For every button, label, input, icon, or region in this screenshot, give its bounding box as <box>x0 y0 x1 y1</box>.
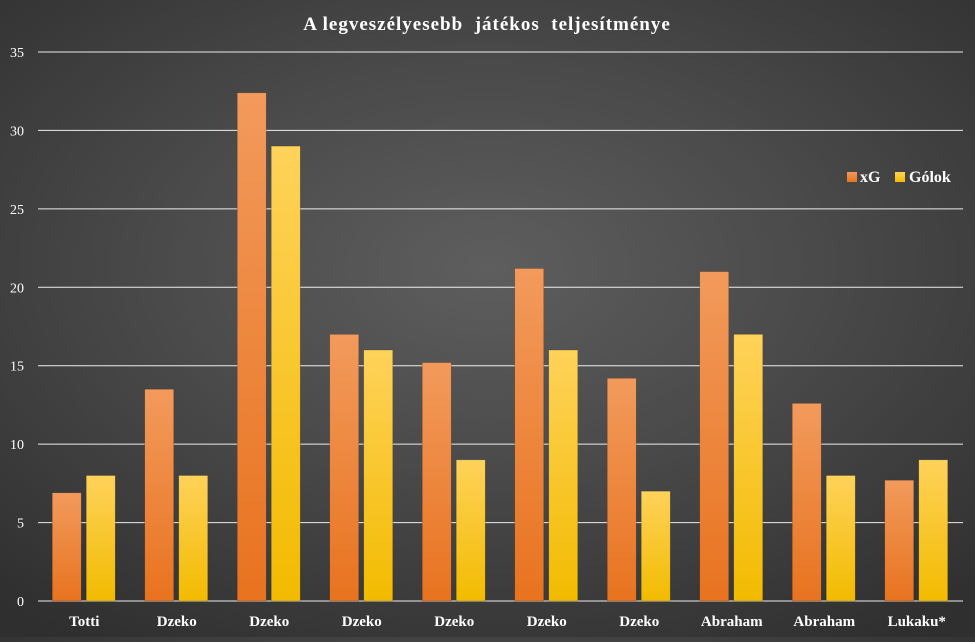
x-tick-label: Dzeko <box>619 614 659 630</box>
y-tick-label: 10 <box>10 438 24 453</box>
gridlines <box>38 51 963 602</box>
bar-xg <box>421 362 452 602</box>
legend-label: Gólok <box>909 169 951 186</box>
bar-golok <box>270 145 301 602</box>
bar-golok <box>455 459 486 602</box>
bar-xg <box>606 377 637 602</box>
bar-xg <box>329 334 360 602</box>
y-tick-label: 0 <box>17 595 24 610</box>
bar-xg <box>791 403 822 602</box>
x-tick-label: Dzeko <box>342 614 382 630</box>
y-tick-label: 25 <box>10 203 24 218</box>
x-tick-label: Dzeko <box>527 614 567 630</box>
bar-xg <box>884 479 915 602</box>
x-tick-label: Dzeko <box>434 614 474 630</box>
x-tick-label: Dzeko <box>249 614 289 630</box>
legend: xG Gólok <box>847 169 951 186</box>
bar-golok <box>178 475 209 602</box>
y-tick-label: 30 <box>10 124 24 139</box>
y-tick-label: 20 <box>10 281 24 296</box>
y-tick-label: 35 <box>10 46 24 61</box>
x-tick-label: Lukaku* <box>888 614 946 630</box>
bar-golok <box>548 349 579 602</box>
bar-golok <box>825 475 856 602</box>
legend-swatch <box>847 172 857 182</box>
bar-xg <box>51 492 82 602</box>
bar-xg <box>514 268 545 602</box>
x-tick-label: Dzeko <box>157 614 197 630</box>
x-tick-label: Abraham <box>793 614 855 630</box>
x-axis-ticks: Totti Dzeko Dzeko Dzeko Dzeko Dzeko Dzeko Abrah… <box>69 614 946 630</box>
x-tick-label: Abraham <box>701 614 763 630</box>
bar-xg <box>699 271 730 602</box>
x-tick-label: Totti <box>69 614 99 630</box>
bar-xg <box>144 388 175 602</box>
bar-golok <box>918 459 949 602</box>
bar-golok <box>85 475 116 602</box>
legend-label: xG <box>860 169 881 186</box>
y-tick-label: 15 <box>10 360 24 375</box>
y-tick-label: 5 <box>17 517 24 532</box>
bar-xg <box>236 92 267 602</box>
y-axis-ticks: 0 5 10 15 20 25 30 35 <box>10 46 24 610</box>
bar-golok <box>640 490 671 602</box>
bar-golok <box>733 334 764 602</box>
legend-swatch <box>895 172 905 182</box>
chart-title: A legveszélyesebb játékos teljesítménye <box>303 14 671 35</box>
bars <box>51 92 949 602</box>
bar-golok <box>363 349 394 602</box>
